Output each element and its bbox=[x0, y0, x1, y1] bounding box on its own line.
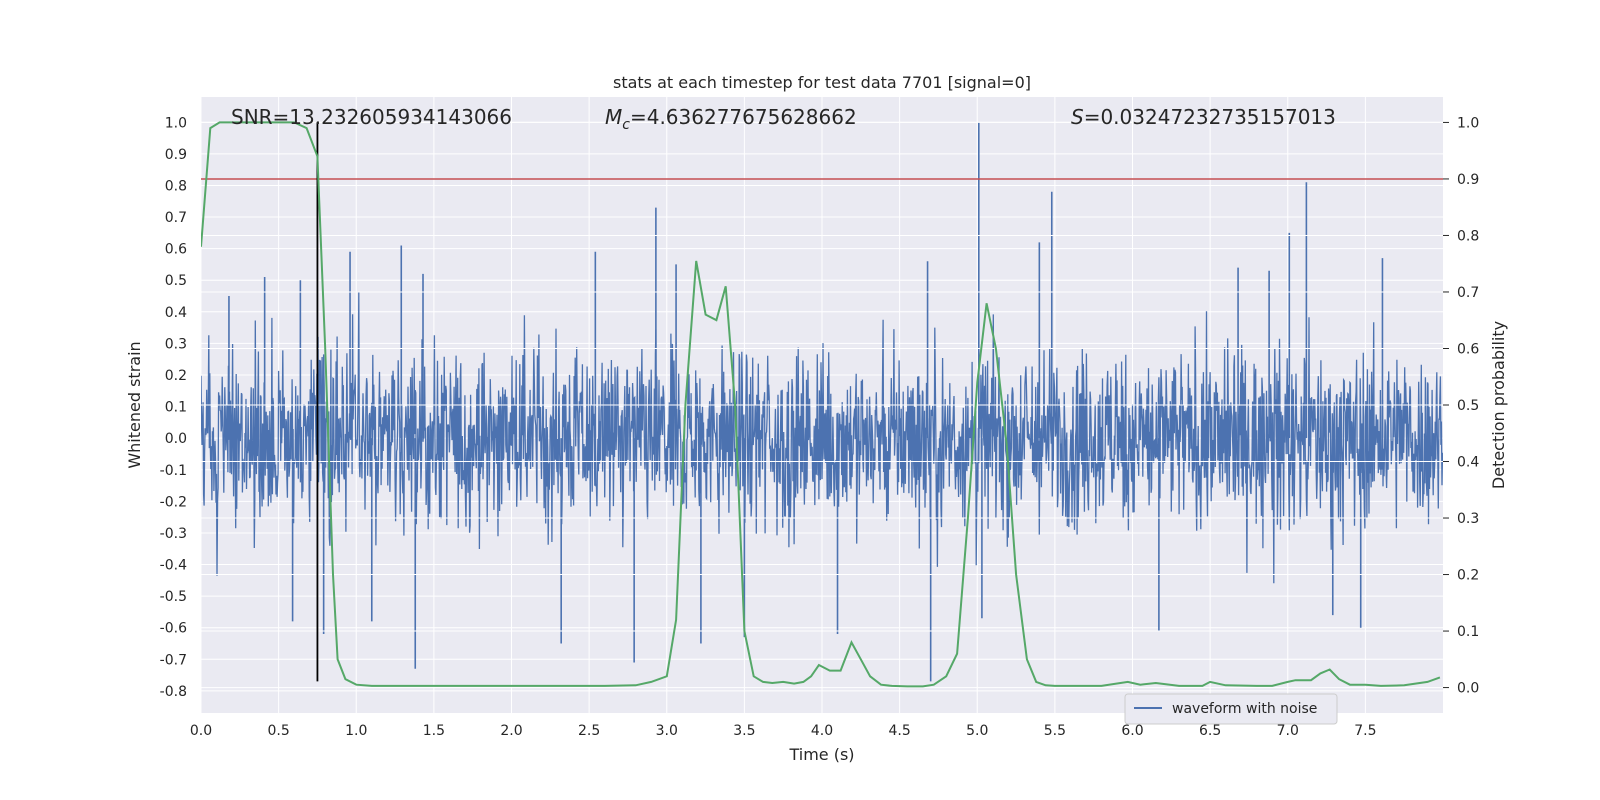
chirp-mass-annotation: Mc=4.636277675628662 bbox=[605, 105, 857, 133]
right-y-tick-labels: 0.0 0.1 0.2 0.3 0.4 0.5 0.6 0.7 0.8 0.9 1.0 bbox=[1443, 115, 1479, 697]
waveform-series bbox=[201, 122, 1443, 682]
y-tick-label: 0.9 bbox=[165, 147, 187, 163]
y-tick-labels: -0.8 -0.7 -0.6 -0.5 -0.4 -0.3 -0.2 -0.1 0.0 0.1 0.… bbox=[160, 115, 187, 700]
x-tick-labels: 0.0 0.5 1.0 1.5 2.0 2.5 3.0 3.5 4.0 4.5 5.0 5.5 6.0 6… bbox=[190, 723, 1377, 739]
chart-title: stats at each timestep for test data 770… bbox=[613, 73, 1031, 92]
x-tick-label: 6.0 bbox=[1121, 723, 1143, 739]
right-axis-gridlines bbox=[201, 121, 1443, 689]
y-tick-label: 0.3 bbox=[165, 336, 187, 352]
y-tick-label: 0.0 bbox=[165, 431, 187, 447]
y-tick-label: 0.4 bbox=[165, 305, 187, 321]
x-tick-label: 4.5 bbox=[888, 723, 910, 739]
x-tick-label: 1.5 bbox=[423, 723, 445, 739]
legend-box bbox=[1124, 693, 1338, 725]
x-tick-label: 0.0 bbox=[190, 723, 212, 739]
s-value: =0.03247232735157013 bbox=[1084, 105, 1336, 129]
right-y-tick-label: 1.0 bbox=[1457, 115, 1479, 131]
probability-line bbox=[201, 121, 1441, 688]
right-y-tick-label: 0.7 bbox=[1457, 285, 1479, 301]
y-tick-label: -0.7 bbox=[160, 652, 187, 668]
y-tick-label: 0.1 bbox=[165, 400, 187, 416]
x-tick-label: 4.0 bbox=[811, 723, 833, 739]
x-tick-label: 2.0 bbox=[500, 723, 522, 739]
right-y-tick-label: 0.0 bbox=[1457, 681, 1479, 697]
x-axis-label: Time (s) bbox=[788, 745, 854, 764]
y-tick-label: -0.8 bbox=[160, 684, 187, 700]
y-tick-label: -0.3 bbox=[160, 526, 187, 542]
y-tick-label: 0.2 bbox=[165, 368, 187, 384]
s-annotation: S=0.03247232735157013 bbox=[1071, 105, 1336, 129]
legend-label: waveform with noise bbox=[1172, 701, 1317, 717]
y-tick-label: -0.2 bbox=[160, 494, 187, 510]
y-tick-label: -0.4 bbox=[160, 558, 187, 574]
x-tick-label: 1.0 bbox=[345, 723, 367, 739]
right-y-tick-label: 0.4 bbox=[1457, 455, 1479, 471]
mc-subscript: c bbox=[622, 117, 630, 133]
right-y-tick-label: 0.6 bbox=[1457, 341, 1479, 357]
y-tick-label: 0.8 bbox=[165, 178, 187, 194]
y-tick-label: 0.7 bbox=[165, 210, 187, 226]
x-tick-label: 2.5 bbox=[578, 723, 600, 739]
x-tick-label: 5.0 bbox=[966, 723, 988, 739]
y-tick-label: -0.1 bbox=[160, 463, 187, 479]
x-tick-label: 5.5 bbox=[1044, 723, 1066, 739]
s-symbol: S bbox=[1071, 105, 1084, 129]
snr-annotation: SNR=13.232605934143066 bbox=[231, 105, 512, 129]
mc-symbol: M bbox=[605, 105, 622, 129]
right-y-tick-label: 0.2 bbox=[1457, 568, 1479, 584]
x-tick-label: 0.5 bbox=[267, 723, 289, 739]
right-y-tick-label: 0.8 bbox=[1457, 228, 1479, 244]
right-y-tick-label: 0.3 bbox=[1457, 511, 1479, 527]
y-tick-label: 1.0 bbox=[165, 115, 187, 131]
y-tick-label: -0.6 bbox=[160, 621, 187, 637]
x-tick-label: 7.0 bbox=[1277, 723, 1299, 739]
right-y-tick-label: 0.9 bbox=[1457, 172, 1479, 188]
x-tick-label: 3.5 bbox=[733, 723, 755, 739]
y-tick-label: -0.5 bbox=[160, 589, 187, 605]
right-y-axis-label: Detection probability bbox=[1489, 321, 1508, 489]
y-tick-label: 0.5 bbox=[165, 273, 187, 289]
y-axis-label: Whitened strain bbox=[125, 341, 144, 468]
waveform-line bbox=[201, 292, 1443, 584]
right-y-tick-label: 0.5 bbox=[1457, 398, 1479, 414]
x-tick-label: 6.5 bbox=[1199, 723, 1221, 739]
right-y-tick-label: 0.1 bbox=[1457, 624, 1479, 640]
probability-series bbox=[201, 121, 1441, 688]
x-tick-label: 7.5 bbox=[1354, 723, 1376, 739]
mc-value: =4.636277675628662 bbox=[630, 105, 857, 129]
x-tick-label: 3.0 bbox=[656, 723, 678, 739]
y-tick-label: 0.6 bbox=[165, 242, 187, 258]
legend: waveform with noise bbox=[1124, 693, 1338, 725]
